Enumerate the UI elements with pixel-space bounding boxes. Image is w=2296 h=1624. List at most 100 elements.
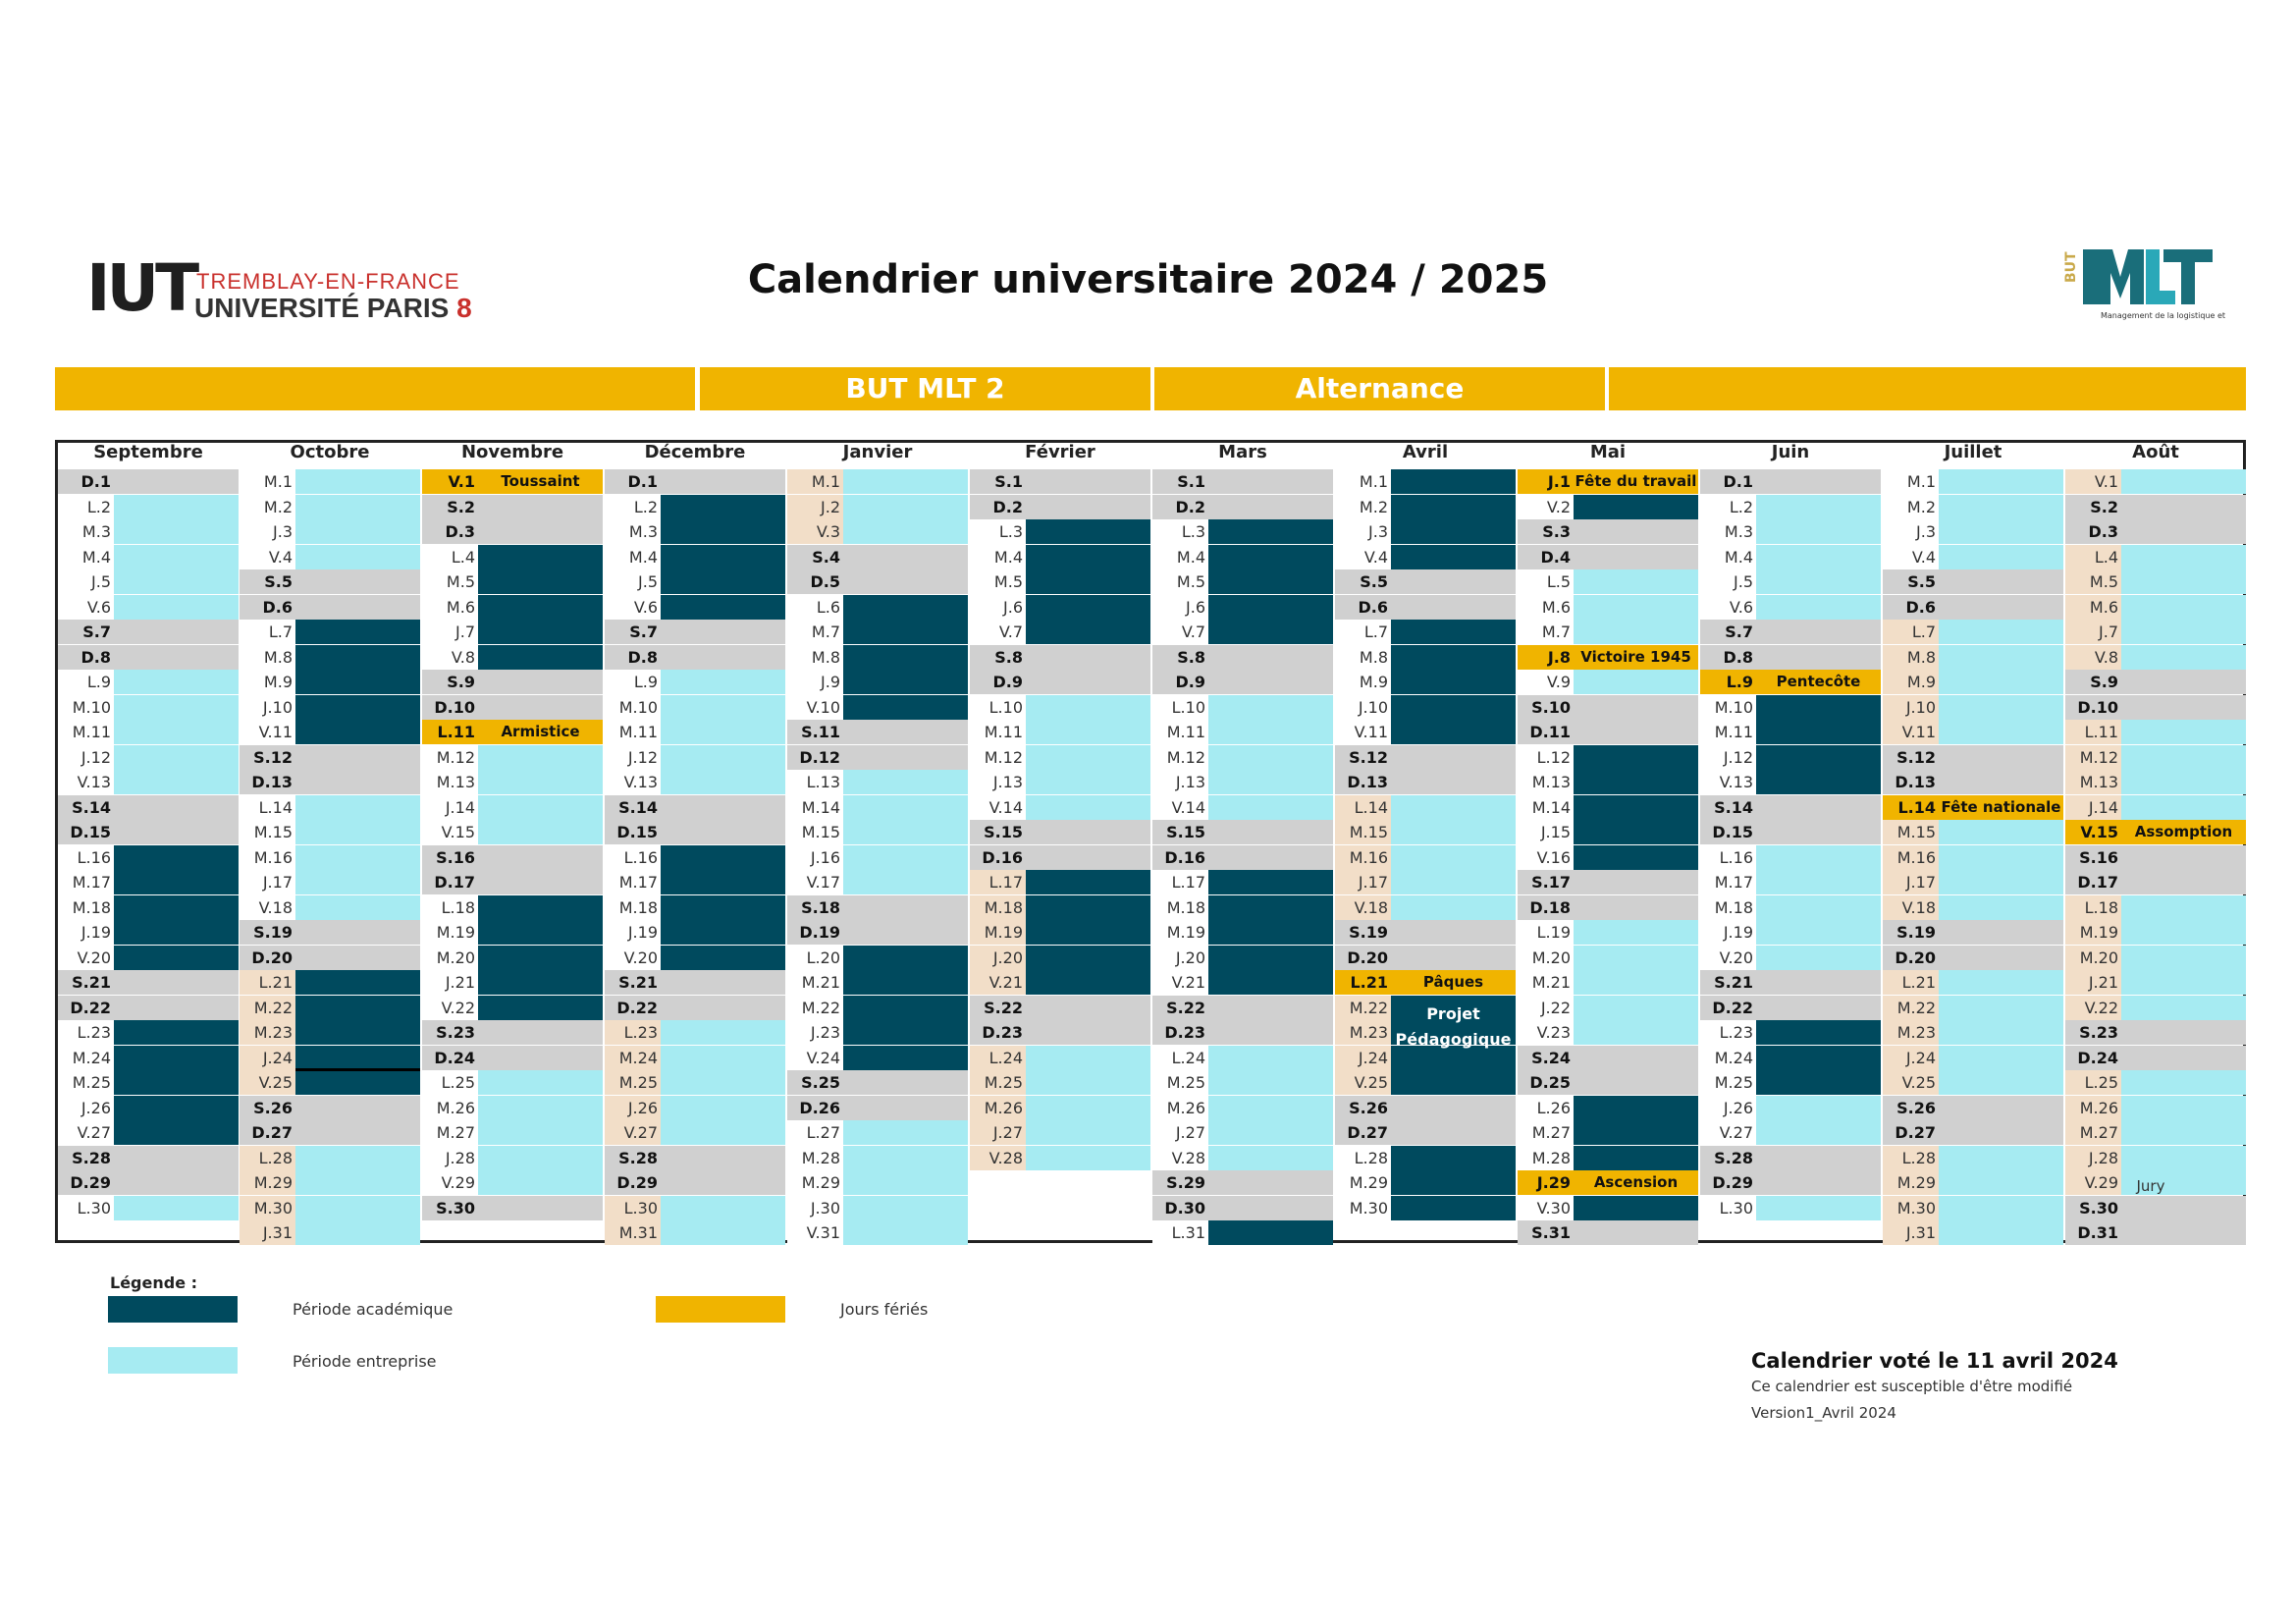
holiday-name: Pâques — [1422, 973, 1484, 991]
status-fill — [295, 820, 420, 844]
status-fill — [1026, 970, 1150, 995]
day-cell: J.17 — [1883, 870, 2063, 894]
status-fill — [114, 844, 239, 870]
status-fill — [295, 1170, 420, 1195]
day-cell: D.22 — [58, 995, 239, 1020]
status-fill — [1939, 1095, 2063, 1120]
day-label: J.14 — [2065, 794, 2121, 820]
day-label: S.14 — [58, 794, 114, 820]
day-label: J.7 — [422, 620, 478, 644]
day-label: S.16 — [422, 844, 478, 870]
status-fill — [1574, 770, 1698, 794]
day-cell: L.7 — [1335, 620, 1516, 644]
day-cell: M.13 — [2065, 770, 2246, 794]
day-label: J.24 — [1335, 1045, 1391, 1070]
day-label: M.17 — [58, 870, 114, 894]
day-cell: V.1 Toussaint — [422, 469, 603, 494]
status-fill — [478, 744, 603, 770]
day-cell: L.2 — [1700, 494, 1881, 519]
status-fill — [295, 1195, 420, 1220]
iut-logo-campus: TREMBLAY-EN-FRANCE — [196, 269, 460, 294]
day-label: J.29 — [1518, 1170, 1574, 1195]
status-fill — [1208, 594, 1333, 620]
day-label: D.29 — [1700, 1170, 1756, 1195]
day-label: M.7 — [787, 620, 843, 644]
day-cell: D.13 — [1883, 770, 2063, 794]
status-fill — [1939, 670, 2063, 694]
status-fill — [661, 1170, 785, 1195]
status-fill — [1756, 770, 1881, 794]
day-label: L.4 — [422, 544, 478, 569]
day-label: M.18 — [1700, 894, 1756, 920]
day-cell: V.28 — [970, 1145, 1150, 1170]
status-fill — [843, 1195, 968, 1220]
day-label: L.6 — [787, 594, 843, 620]
status-fill — [114, 920, 239, 945]
day-label: S.14 — [1700, 794, 1756, 820]
status-fill — [1026, 894, 1150, 920]
day-cell: L.24 — [970, 1045, 1150, 1070]
status-fill — [661, 820, 785, 844]
day-cell: D.19 — [787, 920, 968, 945]
status-fill — [1391, 970, 1516, 995]
day-label: M.3 — [605, 519, 661, 544]
day-label: J.27 — [1152, 1120, 1208, 1145]
status-fill — [1026, 494, 1150, 519]
status-fill — [1756, 1145, 1881, 1170]
status-fill — [1939, 945, 2063, 970]
day-label: V.6 — [605, 594, 661, 620]
status-fill — [843, 794, 968, 820]
day-label: S.12 — [240, 744, 295, 770]
status-fill — [1026, 1120, 1150, 1145]
day-label: D.15 — [58, 820, 114, 844]
day-label: V.11 — [1335, 720, 1391, 744]
day-cell: M.7 — [1518, 620, 1698, 644]
status-fill — [1939, 1120, 2063, 1145]
status-fill — [1574, 494, 1698, 519]
status-fill — [478, 620, 603, 644]
status-fill — [843, 970, 968, 995]
day-cell: L.9 — [58, 670, 239, 694]
day-cell: V.21 — [1152, 970, 1333, 995]
day-cell: S.29 — [1152, 1170, 1333, 1195]
day-label: J.16 — [787, 844, 843, 870]
day-label: L.7 — [240, 620, 295, 644]
day-label: S.7 — [605, 620, 661, 644]
day-cell: S.21 — [605, 970, 785, 995]
day-label: V.29 — [422, 1170, 478, 1195]
day-cell: J.24 — [1335, 1045, 1516, 1070]
day-label: M.20 — [422, 945, 478, 970]
status-fill — [661, 920, 785, 945]
day-label: M.30 — [240, 1195, 295, 1220]
status-fill — [1391, 770, 1516, 794]
day-cell: M.20 — [1518, 945, 1698, 970]
day-label: V.24 — [787, 1045, 843, 1070]
status-fill — [2121, 820, 2246, 844]
status-fill — [1208, 820, 1333, 844]
day-cell: L.24 — [1152, 1045, 1333, 1070]
status-fill — [478, 569, 603, 594]
day-cell: V.20 — [605, 945, 785, 970]
day-label: V.13 — [58, 770, 114, 794]
status-fill — [1756, 995, 1881, 1020]
status-fill — [1939, 594, 2063, 620]
status-fill — [1939, 920, 2063, 945]
status-fill — [2121, 995, 2246, 1020]
status-fill — [843, 1095, 968, 1120]
status-fill — [2121, 770, 2246, 794]
status-fill — [661, 1045, 785, 1070]
status-fill — [1574, 945, 1698, 970]
day-cell: S.15 — [1152, 820, 1333, 844]
day-label: S.16 — [2065, 844, 2121, 870]
status-fill — [295, 544, 420, 569]
day-cell: V.18 — [1883, 894, 2063, 920]
status-fill — [478, 469, 603, 494]
day-label: M.28 — [1518, 1145, 1574, 1170]
day-cell: M.4 — [1700, 544, 1881, 569]
day-cell: S.10 — [1518, 694, 1698, 720]
day-cell: L.17 — [1152, 870, 1333, 894]
day-cell: V.11 — [1883, 720, 2063, 744]
day-label: D.27 — [1883, 1120, 1939, 1145]
day-label: J.17 — [1883, 870, 1939, 894]
status-fill — [1756, 1045, 1881, 1070]
